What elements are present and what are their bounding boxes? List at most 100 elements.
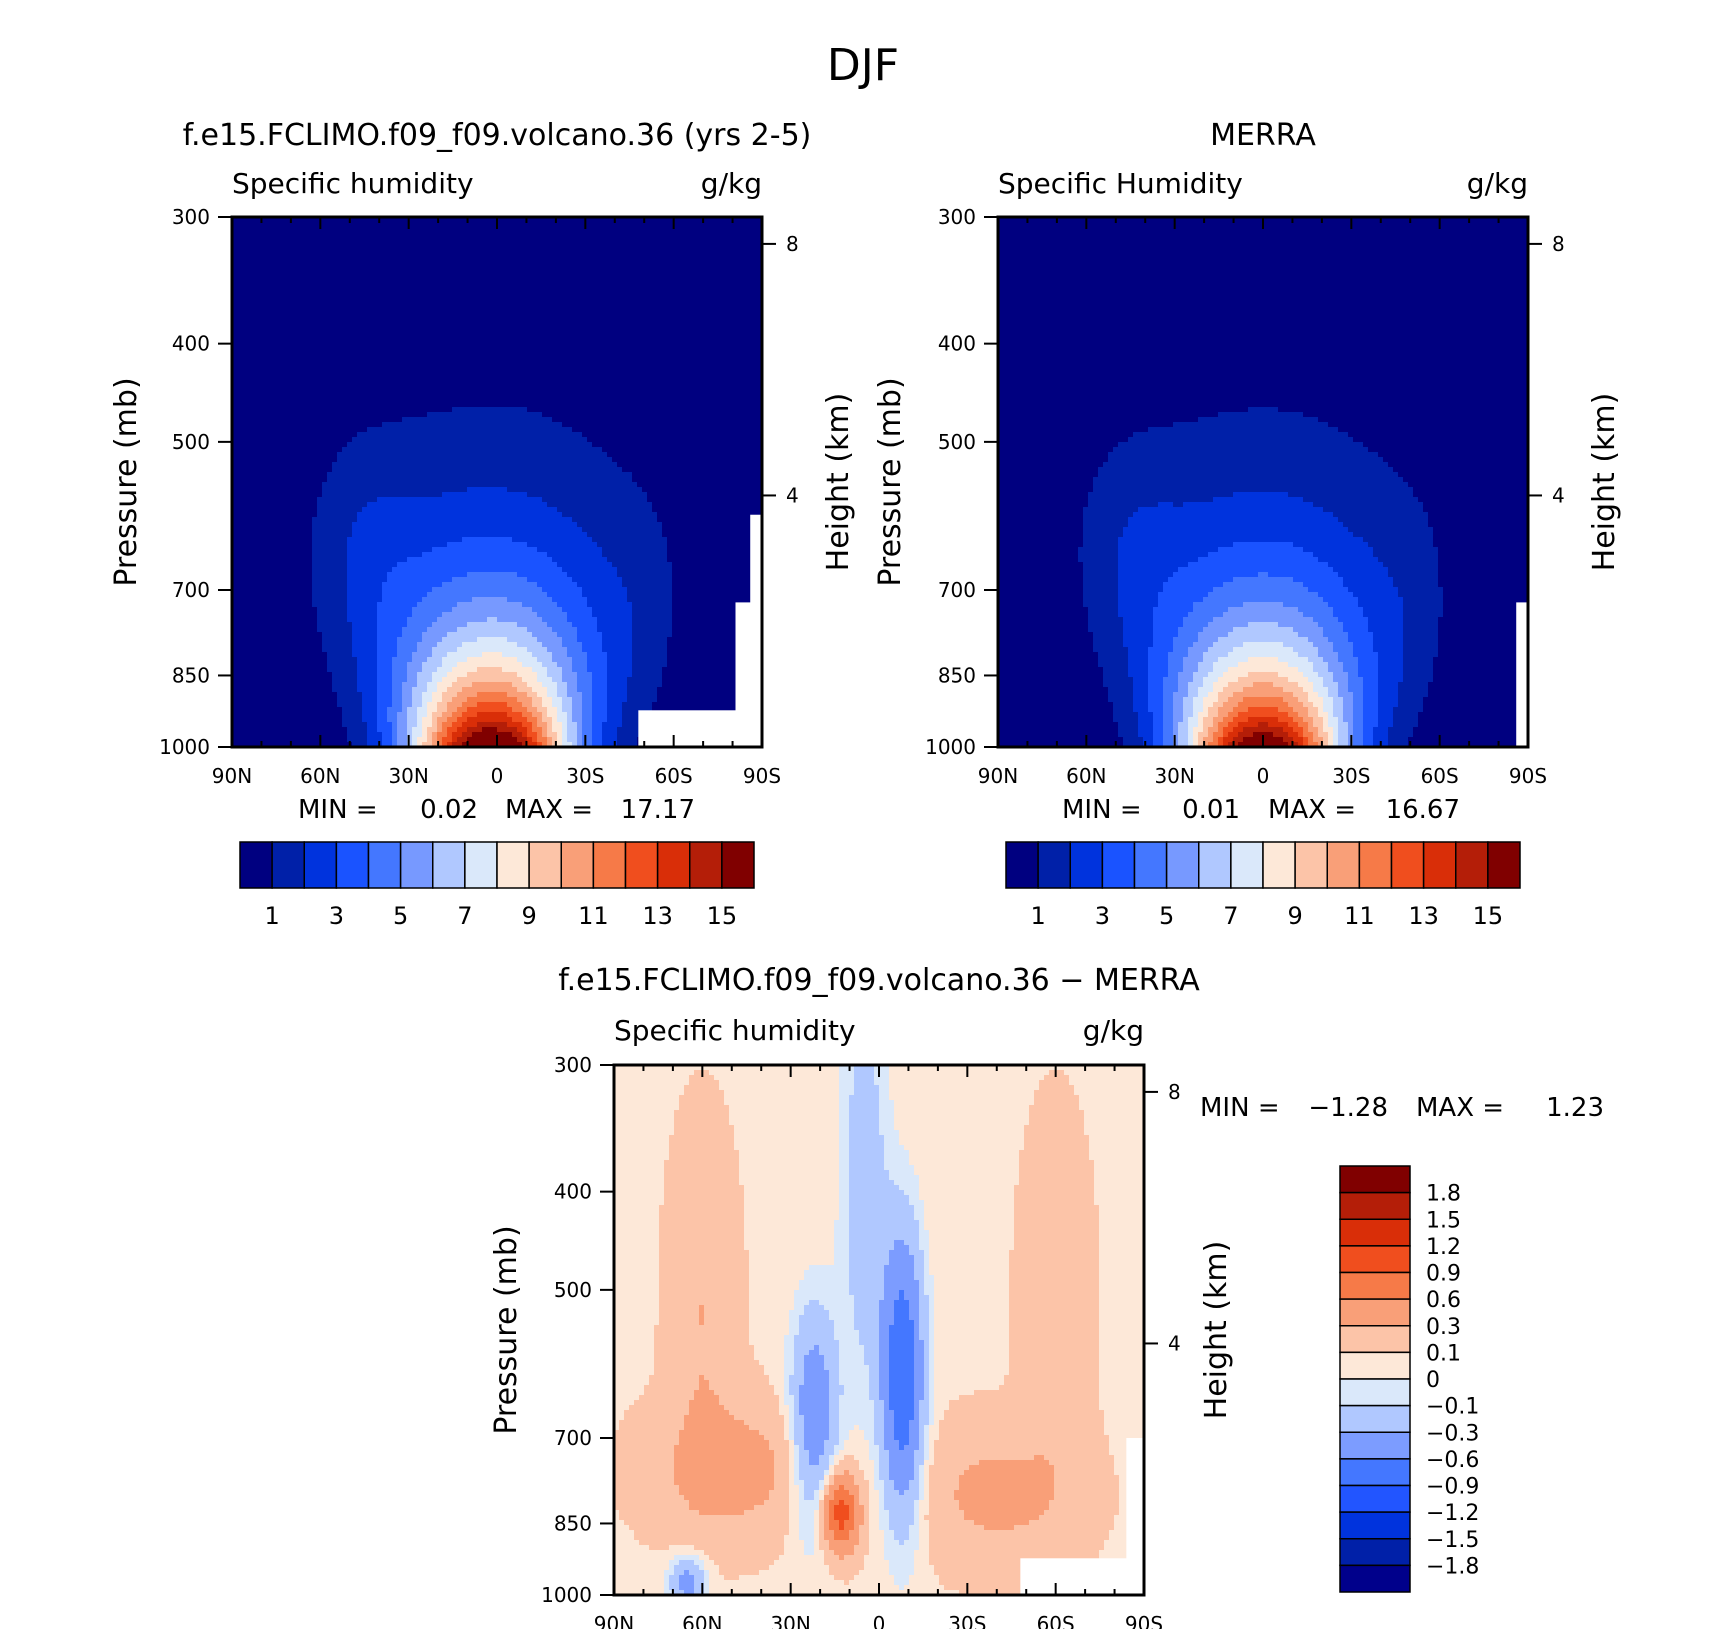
contour-cell — [924, 1475, 930, 1481]
contour-cell — [1118, 732, 1139, 738]
contour-cell — [582, 742, 593, 747]
contour-cell — [1178, 742, 1189, 747]
contour-cell — [864, 1355, 880, 1361]
min-label: MIN = — [1062, 795, 1142, 825]
contour-cell — [432, 677, 443, 683]
contour-cell — [1418, 712, 1528, 718]
colorbar-box — [1339, 1351, 1411, 1380]
contour-cell — [849, 1230, 920, 1236]
contour-cell — [1133, 677, 1149, 683]
contour-cell — [627, 592, 673, 598]
contour-cell — [1438, 547, 1528, 553]
contour-cell — [1338, 657, 1359, 663]
contour-cell — [507, 597, 553, 603]
contour-cell — [998, 392, 1528, 398]
contour-cell — [1323, 682, 1339, 688]
contour-cell — [637, 482, 762, 488]
contour-cell — [998, 532, 1084, 538]
contour-cell — [894, 1125, 1025, 1131]
contour-cell — [998, 717, 1114, 723]
contour-cell — [632, 657, 668, 663]
contour-cell — [874, 1410, 885, 1416]
contour-cell — [1009, 1305, 1100, 1311]
contour-cell — [232, 447, 343, 453]
contour-cell — [614, 1335, 655, 1341]
contour-cell — [789, 1415, 795, 1421]
contour-cell — [654, 1335, 750, 1341]
contour-cell — [614, 1405, 630, 1411]
contour-cell — [417, 707, 428, 713]
contour-cell — [1223, 727, 1234, 733]
colorbar-box — [1339, 1271, 1411, 1300]
contour-cell — [312, 597, 348, 603]
contour-cell — [919, 1240, 930, 1246]
contour-cell — [1438, 617, 1528, 623]
contour-cell — [1348, 672, 1359, 678]
contour-cell — [819, 1545, 830, 1551]
contour-cell — [1173, 692, 1189, 698]
contour-cell — [1388, 742, 1409, 747]
contour-cell — [839, 1200, 850, 1206]
contour-cell — [869, 1370, 880, 1376]
contour-cell — [704, 1310, 750, 1316]
contour-cell — [1183, 502, 1314, 508]
contour-cell — [614, 1430, 680, 1436]
contour-cell — [542, 497, 648, 503]
colorbar-box — [1198, 841, 1232, 889]
contour-cell — [998, 367, 1528, 373]
contour-cell — [839, 1065, 855, 1071]
contour-cell — [719, 1085, 840, 1091]
contour-cell — [849, 1265, 885, 1271]
contour-cell — [1014, 1210, 1100, 1216]
contour-cell — [1353, 692, 1364, 698]
contour-cell — [467, 697, 518, 703]
contour-cell — [667, 557, 762, 563]
contour-cell — [617, 737, 638, 743]
contour-cell — [1104, 1420, 1144, 1426]
contour-cell — [789, 1470, 795, 1476]
contour-cell — [1178, 727, 1189, 733]
contour-cell — [909, 1150, 1020, 1156]
contour-cell — [614, 1210, 660, 1216]
contour-cell — [699, 1320, 705, 1326]
contour-cell — [799, 1325, 835, 1331]
contour-cell — [929, 1255, 1010, 1261]
contour-cell — [1099, 1235, 1144, 1241]
contour-cell — [1308, 742, 1319, 747]
y-axis-label: Pressure (mb) — [873, 377, 908, 586]
contour-cell — [577, 727, 583, 733]
contour-cell — [794, 1370, 805, 1376]
contour-cell — [879, 1470, 890, 1476]
contour-cell — [322, 647, 353, 653]
contour-cell — [1183, 697, 1194, 703]
contour-cell — [614, 1480, 675, 1486]
contour-cell — [232, 487, 323, 493]
contour-cell — [232, 737, 348, 743]
contour-cell — [1328, 722, 1339, 728]
contour-cell — [462, 732, 473, 738]
contour-cell — [934, 1445, 1110, 1451]
contour-cell — [1308, 697, 1324, 703]
contour-cell — [998, 457, 1109, 463]
contour-cell — [527, 542, 598, 548]
contour-cell — [477, 722, 508, 728]
contour-cell — [674, 1445, 770, 1451]
contour-cell — [232, 427, 368, 433]
contour-cell — [1093, 482, 1409, 488]
contour-cell — [577, 637, 603, 643]
contour-cell — [1418, 497, 1528, 503]
contour-cell — [352, 632, 378, 638]
contour-cell — [452, 722, 463, 728]
contour-cell — [919, 1425, 925, 1431]
contour-cell — [1223, 702, 1239, 708]
contour-cell — [427, 592, 548, 598]
contour-cell — [854, 1520, 865, 1526]
contour-cell — [934, 1390, 975, 1396]
contour-cell — [347, 442, 593, 448]
contour-cell — [849, 1215, 915, 1221]
contour-cell — [497, 617, 543, 623]
contour-cell — [664, 1590, 675, 1595]
contour-cell — [1353, 742, 1364, 747]
contour-cell — [789, 1525, 800, 1531]
